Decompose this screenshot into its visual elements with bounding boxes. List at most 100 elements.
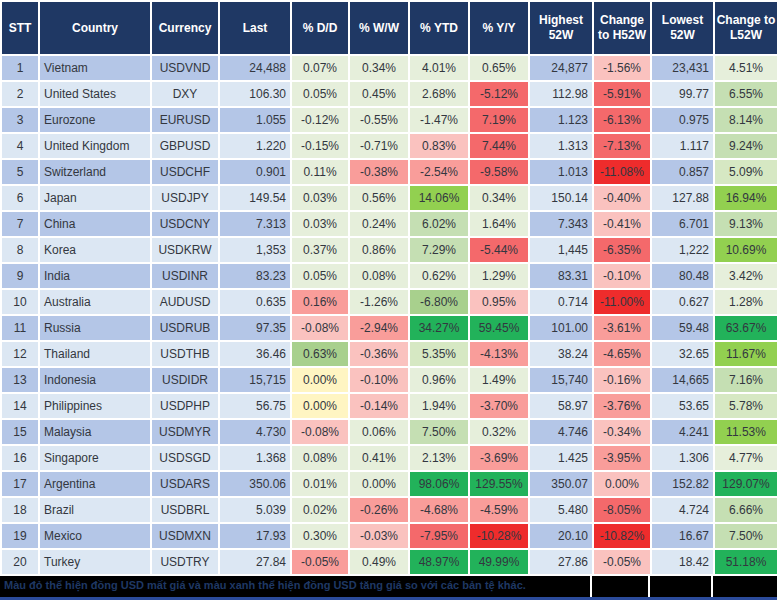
cell-dd: -0.08%	[291, 419, 349, 445]
cell-dd: 0.00%	[291, 393, 349, 419]
cell-chg_l: 4.51%	[714, 55, 777, 81]
cell-high: 150.14	[529, 185, 593, 211]
cell-last: 1,353	[219, 237, 291, 263]
cell-ww: 0.45%	[349, 81, 409, 107]
cell-stt: 18	[1, 497, 39, 523]
cell-stt: 14	[1, 393, 39, 419]
cell-currency: AUDUSD	[151, 289, 219, 315]
cell-last: 0.901	[219, 159, 291, 185]
col-header-change-to-l52w: Change to L52W	[714, 1, 777, 55]
cell-stt: 17	[1, 471, 39, 497]
col-header-ytd: % YTD	[409, 1, 469, 55]
cell-high: 7.343	[529, 211, 593, 237]
cell-currency: USDMXN	[151, 523, 219, 549]
table-row: 2United StatesDXY106.300.05%0.45%2.68%-5…	[1, 81, 777, 107]
cell-currency: USDTRY	[151, 549, 219, 575]
table-row: 4United KingdomGBPUSD1.220-0.15%-0.71%0.…	[1, 133, 777, 159]
col-header-country: Country	[39, 1, 151, 55]
cell-country: Indonesia	[39, 367, 151, 393]
cell-dd: 0.02%	[291, 497, 349, 523]
cell-yy: 1.49%	[469, 367, 529, 393]
table-row: 15MalaysiaUSDMYR4.730-0.08%0.06%7.50%0.3…	[1, 419, 777, 445]
cell-low: 6.701	[651, 211, 714, 237]
cell-dd: 0.07%	[291, 55, 349, 81]
cell-chg_h: -6.13%	[593, 107, 651, 133]
col-header-yy: % Y/Y	[469, 1, 529, 55]
cell-ww: -0.36%	[349, 341, 409, 367]
cell-last: 83.23	[219, 263, 291, 289]
cell-high: 350.07	[529, 471, 593, 497]
cell-last: 1.055	[219, 107, 291, 133]
col-header-lowest-52w: Lowest 52W	[651, 1, 714, 55]
cell-high: 1.013	[529, 159, 593, 185]
cell-country: Argentina	[39, 471, 151, 497]
cell-country: Japan	[39, 185, 151, 211]
cell-chg_h: -0.05%	[593, 549, 651, 575]
cell-high: 1.425	[529, 445, 593, 471]
cell-stt: 4	[1, 133, 39, 159]
cell-currency: USDSGD	[151, 445, 219, 471]
cell-chg_l: 11.67%	[714, 341, 777, 367]
cell-ww: 0.24%	[349, 211, 409, 237]
cell-low: 0.857	[651, 159, 714, 185]
cell-ytd: 1.94%	[409, 393, 469, 419]
cell-ww: 0.00%	[349, 471, 409, 497]
cell-low: 23,431	[651, 55, 714, 81]
cell-currency: USDINR	[151, 263, 219, 289]
cell-chg_h: -1.56%	[593, 55, 651, 81]
table-row: 7ChinaUSDCNY7.3130.03%0.24%6.02%1.64%7.3…	[1, 211, 777, 237]
cell-last: 0.635	[219, 289, 291, 315]
cell-currency: USDTHB	[151, 341, 219, 367]
cell-country: Brazil	[39, 497, 151, 523]
cell-dd: 0.00%	[291, 367, 349, 393]
cell-dd: 0.05%	[291, 81, 349, 107]
cell-country: India	[39, 263, 151, 289]
cell-dd: 0.63%	[291, 341, 349, 367]
cell-chg_h: -3.61%	[593, 315, 651, 341]
cell-country: Vietnam	[39, 55, 151, 81]
cell-yy: 129.55%	[469, 471, 529, 497]
cell-country: Eurozone	[39, 107, 151, 133]
cell-high: 112.98	[529, 81, 593, 107]
cell-ytd: 0.96%	[409, 367, 469, 393]
cell-stt: 1	[1, 55, 39, 81]
cell-country: United Kingdom	[39, 133, 151, 159]
table-header: STT Country Currency Last % D/D % W/W % …	[1, 1, 777, 55]
table-row: 10AustraliaAUDUSD0.6350.16%-1.26%-6.80%0…	[1, 289, 777, 315]
cell-stt: 11	[1, 315, 39, 341]
cell-stt: 10	[1, 289, 39, 315]
cell-ww: 0.34%	[349, 55, 409, 81]
cell-stt: 3	[1, 107, 39, 133]
cell-ww: -0.71%	[349, 133, 409, 159]
cell-dd: 0.30%	[291, 523, 349, 549]
cell-ytd: 7.29%	[409, 237, 469, 263]
cell-currency: DXY	[151, 81, 219, 107]
cell-ww: 0.56%	[349, 185, 409, 211]
cell-stt: 19	[1, 523, 39, 549]
cell-ytd: 2.68%	[409, 81, 469, 107]
cell-high: 24,877	[529, 55, 593, 81]
cell-high: 0.714	[529, 289, 593, 315]
cell-high: 101.00	[529, 315, 593, 341]
cell-chg_l: 9.24%	[714, 133, 777, 159]
cell-chg_l: 6.66%	[714, 497, 777, 523]
cell-high: 1.123	[529, 107, 593, 133]
cell-country: Switzerland	[39, 159, 151, 185]
cell-currency: GBPUSD	[151, 133, 219, 159]
cell-ww: 0.86%	[349, 237, 409, 263]
table-row: 11RussiaUSDRUB97.35-0.08%-2.94%34.27%59.…	[1, 315, 777, 341]
cell-currency: EURUSD	[151, 107, 219, 133]
cell-chg_l: 1.28%	[714, 289, 777, 315]
cell-ww: -0.03%	[349, 523, 409, 549]
cell-yy: -3.69%	[469, 445, 529, 471]
cell-chg_l: 7.50%	[714, 523, 777, 549]
cell-chg_l: 9.13%	[714, 211, 777, 237]
cell-ww: 0.06%	[349, 419, 409, 445]
cell-chg_h: -0.41%	[593, 211, 651, 237]
cell-low: 53.65	[651, 393, 714, 419]
cell-dd: 0.03%	[291, 185, 349, 211]
cell-chg_l: 4.77%	[714, 445, 777, 471]
cell-chg_l: 8.14%	[714, 107, 777, 133]
table-row: 19MexicoUSDMXN17.930.30%-0.03%-7.95%-10.…	[1, 523, 777, 549]
cell-low: 127.88	[651, 185, 714, 211]
